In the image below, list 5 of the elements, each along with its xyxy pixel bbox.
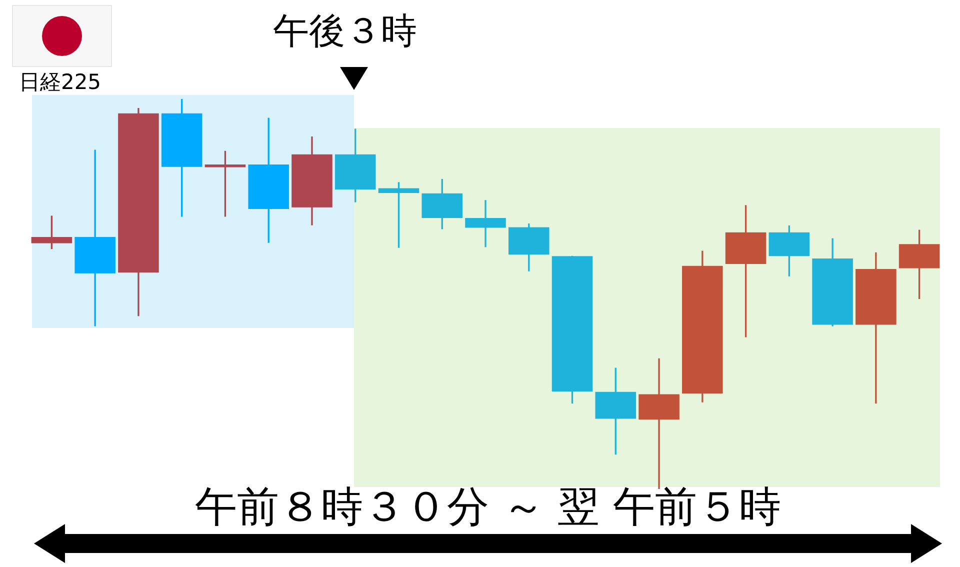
candlestick (465, 200, 506, 248)
annotation: 午前８時３０分 ～ 翌 午前５時 (194, 482, 782, 531)
text: 午後３時 (273, 11, 417, 52)
candlestick (74, 150, 116, 326)
text: 日経225 (18, 70, 102, 94)
